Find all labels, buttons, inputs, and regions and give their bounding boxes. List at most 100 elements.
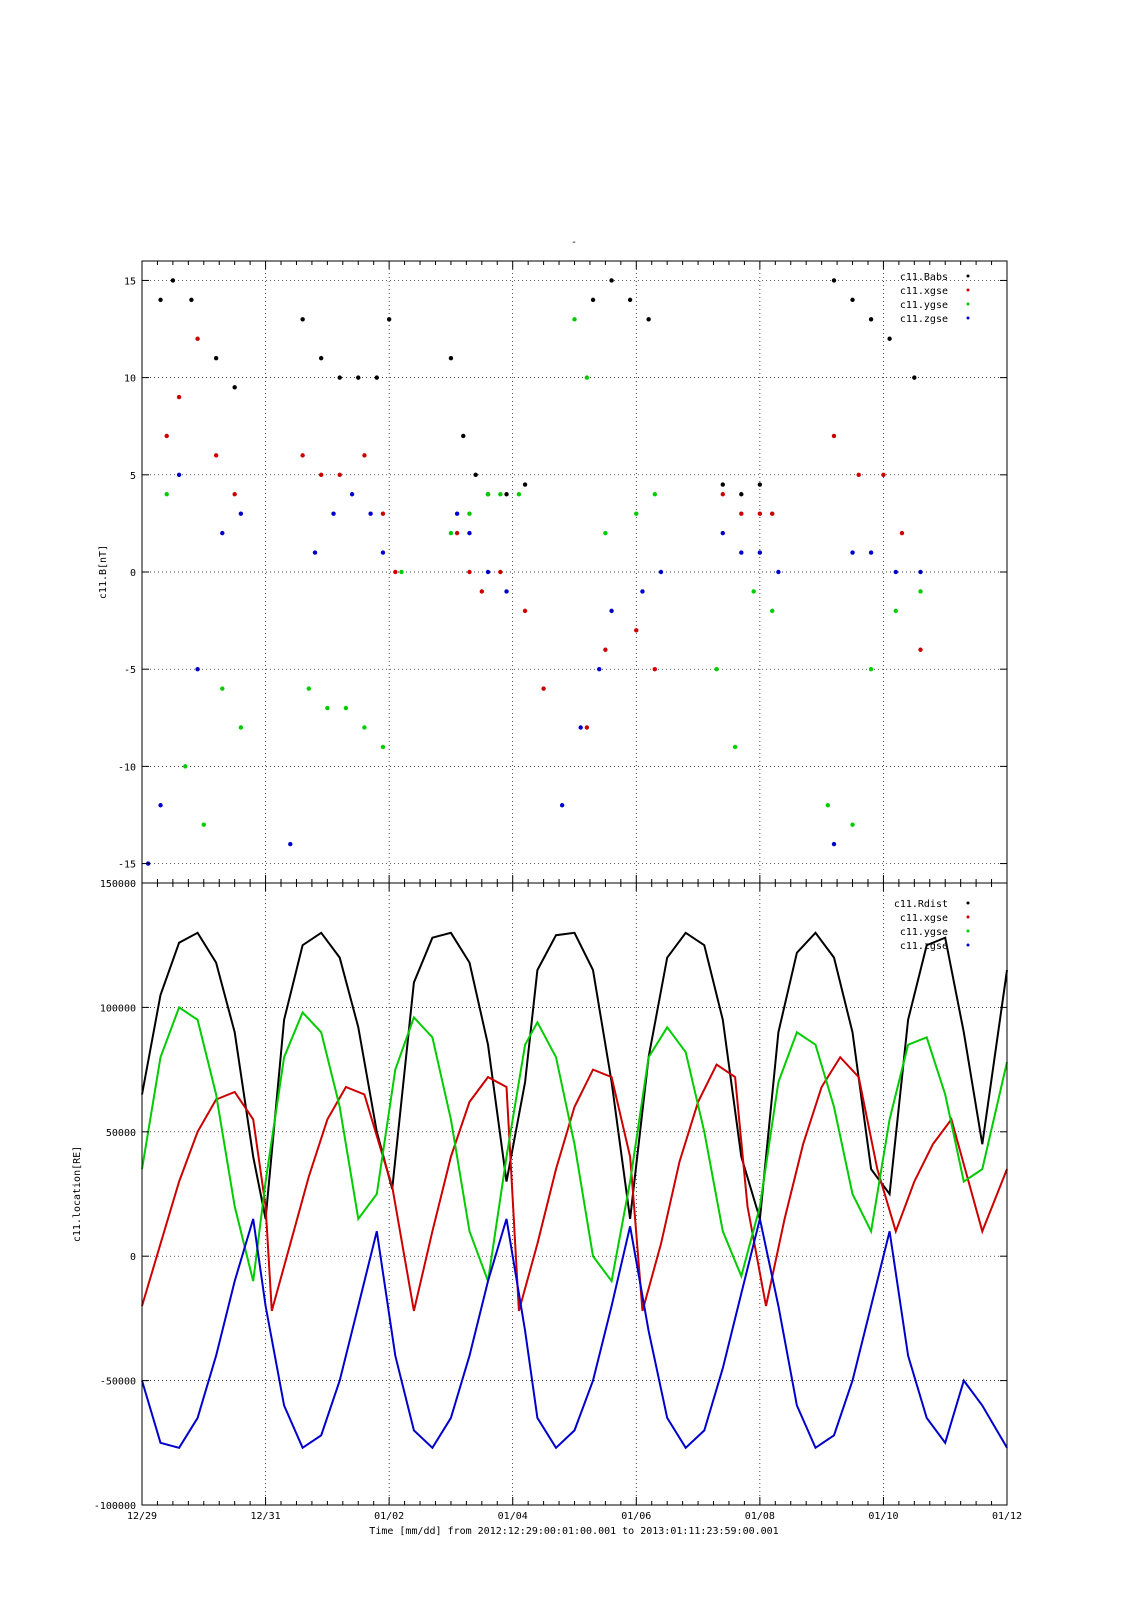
data-point-c11-ygse [825,803,831,808]
data-point-c11-ygse [634,511,639,516]
data-point-c11-xgse [454,530,460,536]
data-point-c11-xgse [541,686,546,691]
top-y-tick-label: 10 [124,374,136,385]
data-point-c11-xgse [479,589,485,594]
data-point-c11-Babs [158,297,163,303]
data-point-c11-zgse [739,550,744,555]
bot-y-tick-label: -100000 [94,1501,136,1512]
data-point-c11-ygse [164,492,169,497]
data-point-c11-zgse [331,511,336,516]
top-y-axis-label: c11.B[nT] [98,545,109,599]
top-grid [142,261,1007,883]
data-point-c11-Babs [757,482,763,487]
data-point-c11-xgse [362,453,367,458]
data-point-c11-ygse [868,666,874,672]
data-point-c11-zgse [720,530,725,536]
data-point-c11-zgse [288,841,293,847]
top-legend-label: c11.xgse [900,286,948,297]
data-point-c11-xgse [634,628,639,633]
bot-legend-swatch [966,943,970,947]
data-point-c11-Babs [609,278,614,283]
data-point-c11-xgse [757,511,763,516]
data-point-c11-xgse [918,647,923,652]
bot-y-tick-label: 150000 [100,879,136,890]
bot-y-tick-label: 0 [130,1252,136,1263]
data-point-c11-zgse [220,530,225,536]
data-point-c11-xgse [603,647,608,652]
top-y-tick-label: 0 [130,568,136,579]
top-legend-label: c11.zgse [900,314,948,325]
data-point-c11-Babs [850,297,855,303]
x-tick-label: 12/31 [251,1511,281,1522]
series-line-c11-ygse [141,1005,1008,1284]
data-point-c11-Babs [300,317,305,322]
data-point-c11-zgse [454,511,460,516]
top-legend: c11.Babs c11.xgse c11.ygse c11.zgse [900,272,970,325]
data-point-c11-ygse [732,744,738,750]
data-point-c11-Babs [504,492,509,497]
data-point-c11-ygse [498,492,503,497]
data-point-c11-ygse [572,317,577,322]
bot-legend-label: c11.xgse [900,913,948,924]
data-point-c11-xgse [652,666,658,672]
data-point-c11-Babs [887,336,892,341]
series-line-c11-zgse [141,1218,1008,1450]
x-tick-label: 01/12 [992,1511,1022,1522]
data-point-c11-zgse [776,569,781,575]
data-point-c11-ygse [448,530,454,536]
top-legend-label: c11.Babs [900,272,948,283]
data-point-c11-Babs [386,317,392,322]
data-point-c11-ygse [751,589,756,594]
data-point-c11-ygse [183,764,188,769]
data-point-c11-ygse [220,686,225,691]
data-point-c11-Babs [739,492,744,497]
data-point-c11-Babs [337,375,342,380]
data-point-c11-zgse [850,550,855,555]
bot-legend-swatch [966,901,970,905]
bot-y-tick-label: 100000 [100,1003,136,1014]
bottom-data-lines [141,931,1008,1450]
data-point-c11-zgse [467,530,472,536]
data-point-c11-xgse [467,569,472,575]
top-legend-swatch [966,316,970,320]
data-point-c11-xgse [899,530,905,536]
data-point-c11-ygse [918,589,923,594]
data-point-c11-zgse [238,511,244,516]
data-point-c11-xgse [831,433,837,439]
bot-legend-label: c11.Rdist [894,899,948,910]
data-point-c11-zgse [918,569,923,575]
data-point-c11-zgse [559,803,565,808]
top-y-tick-label: 15 [124,276,136,287]
data-point-c11-zgse [757,550,763,555]
data-point-c11-xgse [720,492,725,497]
data-point-c11-Babs [461,433,466,439]
data-point-c11-zgse [349,492,355,497]
top-legend-label: c11.ygse [900,300,948,311]
data-point-c11-zgse [176,472,182,478]
data-point-c11-ygse [516,492,522,497]
magnetic-field-panel: -15 -10 -5 0 5 10 15 c11.B[nT] c11.Babs c11.xgs… [98,260,1008,884]
data-point-c11-ygse [201,822,206,827]
data-point-c11-zgse [893,569,898,575]
data-point-c11-zgse [158,803,163,808]
x-tick-label: 01/10 [868,1511,898,1522]
data-point-c11-xgse [232,492,237,497]
data-point-c11-xgse [522,608,528,614]
data-point-c11-ygse [584,375,590,380]
top-y-tick-label: -5 [124,665,136,676]
data-point-c11-ygse [714,666,719,672]
data-point-c11-zgse [640,589,645,594]
data-point-c11-zgse [312,550,318,555]
data-point-c11-zgse [368,511,373,516]
data-point-c11-xgse [584,725,590,730]
data-point-c11-Babs [448,355,454,361]
top-y-tick-label: -15 [118,860,136,871]
data-point-c11-zgse [868,550,874,555]
data-point-c11-Babs [720,482,725,487]
data-point-c11-xgse [380,511,386,516]
data-point-c11-ygse [850,822,855,827]
bot-legend-swatch [966,915,970,919]
data-point-c11-zgse [380,550,386,555]
data-point-c11-zgse [597,666,602,672]
data-point-c11-ygse [238,725,244,730]
